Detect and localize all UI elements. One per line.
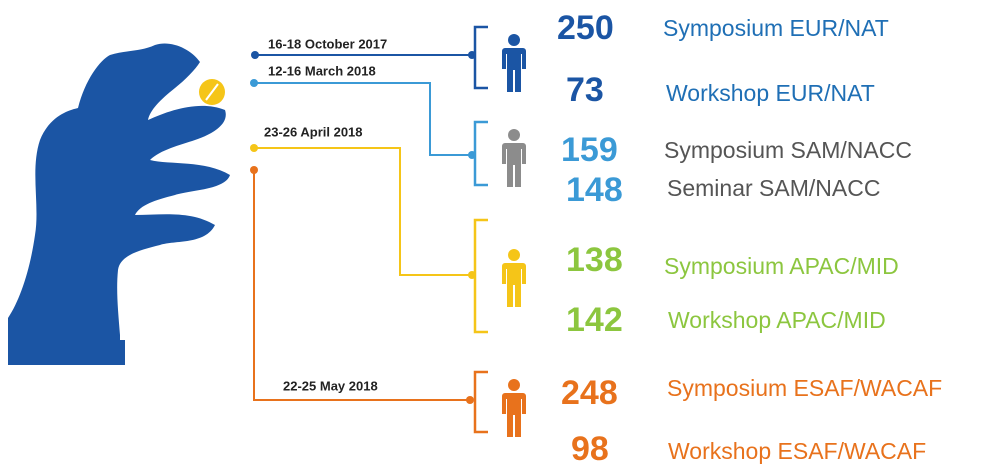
count: 73 — [566, 71, 604, 109]
event-label: Workshop APAC/MID — [668, 307, 886, 333]
event-label: Seminar SAM/NACC — [667, 175, 880, 201]
event-label: Symposium SAM/NACC — [664, 137, 912, 163]
connector — [254, 148, 472, 275]
bracket — [475, 27, 488, 88]
bracket — [475, 372, 488, 432]
date: 16-18 October 2017 — [268, 36, 387, 51]
count: 159 — [561, 131, 618, 169]
date: 22-25 May 2018 — [283, 378, 378, 393]
event-label: Symposium APAC/MID — [664, 253, 899, 279]
count: 138 — [566, 241, 623, 279]
dot — [250, 79, 258, 87]
count: 250 — [557, 9, 614, 47]
dot — [466, 396, 474, 404]
hand — [8, 44, 230, 365]
bracket — [475, 122, 488, 185]
dot — [251, 51, 259, 59]
person-icon — [502, 379, 526, 437]
connector — [254, 83, 472, 155]
connector — [254, 170, 470, 400]
dot — [250, 166, 258, 174]
person-icon — [502, 129, 526, 187]
infographic: 16-18 October 2017 250 Symposium EUR/NAT… — [0, 0, 1007, 470]
bracket — [475, 220, 488, 332]
dot — [250, 144, 258, 152]
event-label: Symposium EUR/NAT — [663, 15, 889, 41]
date: 12-16 March 2018 — [268, 63, 376, 78]
count: 148 — [566, 171, 623, 209]
event-label: Workshop EUR/NAT — [666, 80, 875, 106]
date: 23-26 April 2018 — [264, 124, 363, 139]
count: 142 — [566, 301, 623, 339]
count: 248 — [561, 374, 618, 412]
person-icon — [502, 249, 526, 307]
event-label: Symposium ESAF/WACAF — [667, 375, 942, 401]
person-icon — [502, 34, 526, 92]
event-label: Workshop ESAF/WACAF — [668, 438, 926, 464]
count: 98 — [571, 430, 609, 468]
group: 16-18 October 2017 250 Symposium EUR/NAT… — [251, 9, 889, 109]
